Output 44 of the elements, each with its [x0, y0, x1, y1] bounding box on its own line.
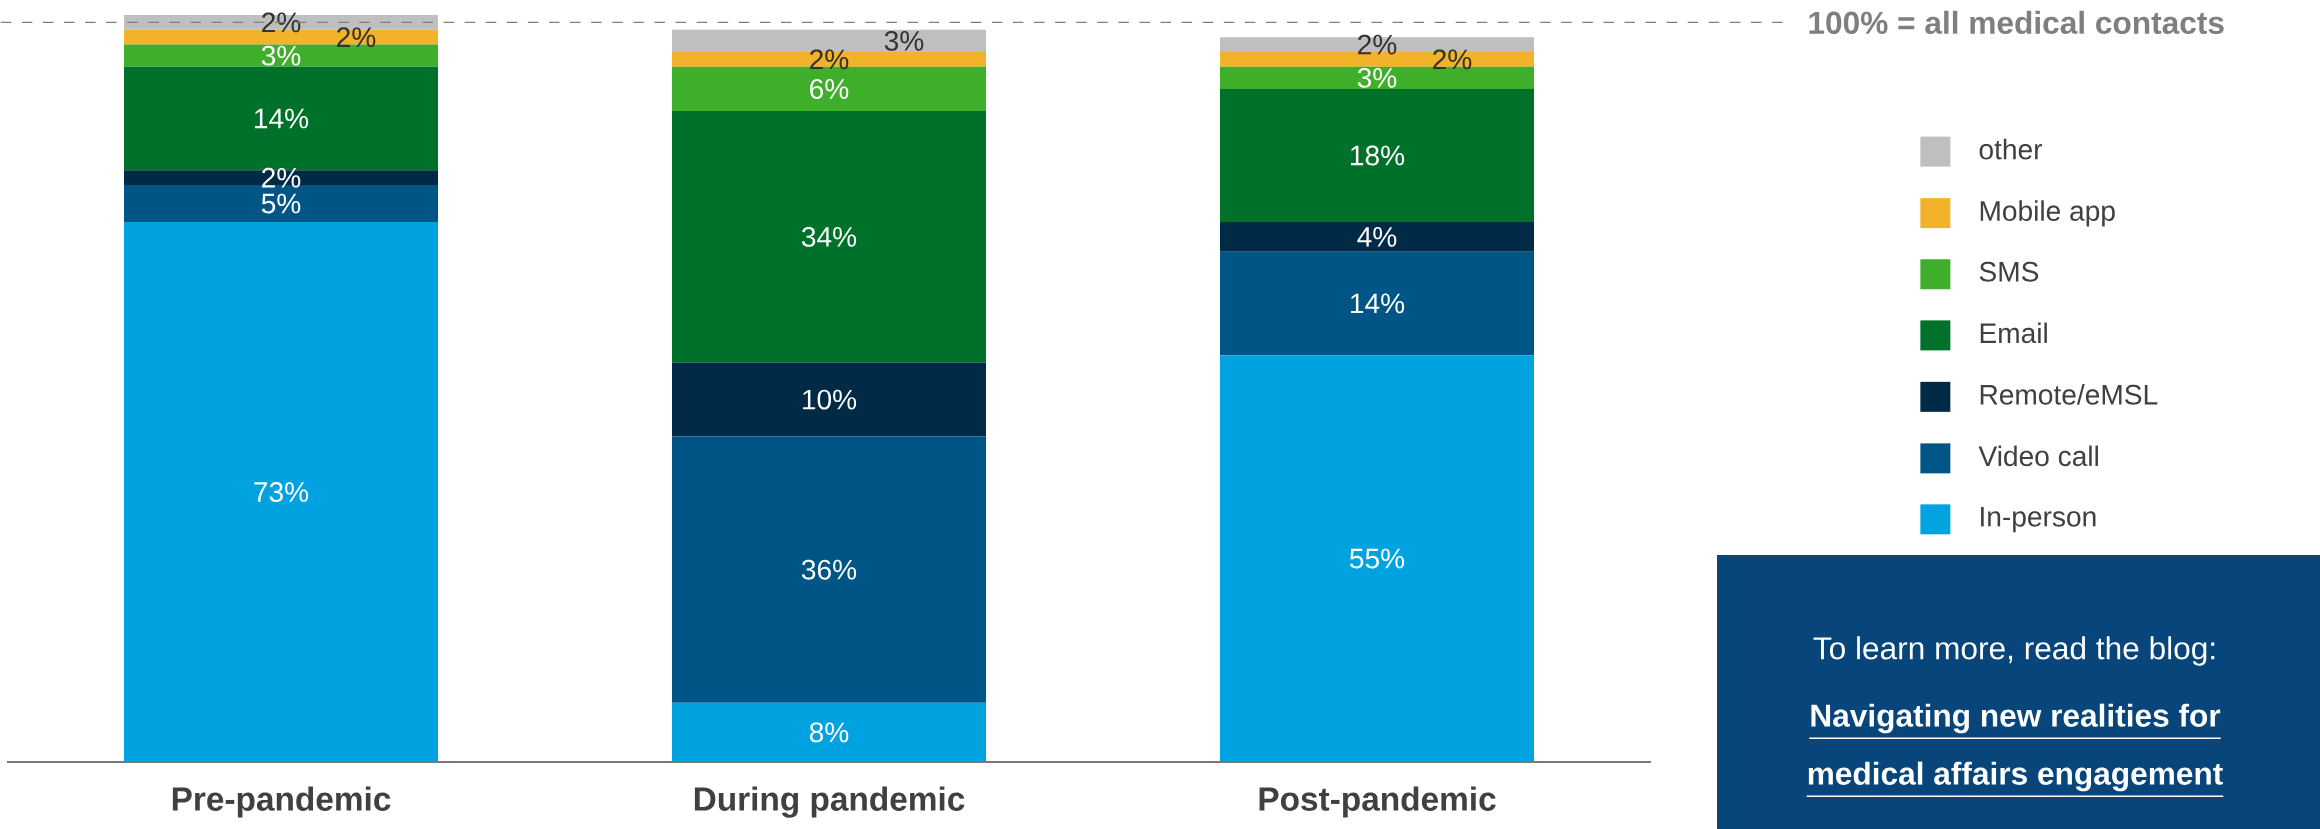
data-label: 5% [261, 193, 301, 214]
data-label: 2% [262, 12, 301, 33]
data-label: 4% [1357, 227, 1397, 247]
data-label: 73% [254, 482, 309, 502]
data-label: 34% [801, 226, 857, 247]
data-label: 8% [809, 722, 849, 743]
bar [1220, 355, 1535, 762]
data-label: 55% [1349, 548, 1405, 569]
data-label: 2% [810, 49, 849, 70]
data-label: 2% [262, 167, 301, 188]
data-label: 14% [255, 108, 309, 129]
text: Navigating new realities for [1811, 703, 2221, 734]
legend-label: Email [1980, 322, 2047, 344]
text: medical affairs engagement [1808, 761, 2223, 792]
data-label: 3% [1357, 67, 1397, 88]
data-label: 10% [803, 389, 857, 410]
data-label: 2% [1433, 49, 1472, 70]
data-label: 14% [1351, 293, 1405, 314]
data-label: 36% [801, 559, 857, 580]
legend-label: Video call [1978, 445, 2098, 467]
ref-line-label: 100% = all medical contacts [1809, 10, 2224, 35]
x-tick-label: Pre-pandemic [172, 786, 391, 818]
text: To learn more, read the blog: [1813, 636, 2215, 666]
legend-label: other [1979, 138, 2043, 160]
bar [124, 222, 439, 762]
legend-label: Mobile app [1980, 200, 2115, 227]
x-tick-label: During pandemic [694, 786, 965, 818]
data-label: 6% [810, 79, 849, 99]
data-label: 18% [1351, 145, 1405, 166]
bar [1220, 251, 1535, 356]
legend-label: Remote/eMSL [1980, 384, 2158, 405]
bar [672, 702, 987, 762]
data-label: 3% [261, 45, 301, 66]
bar [672, 436, 987, 703]
bar [1220, 88, 1535, 223]
legend-label: SMS [1979, 261, 2039, 282]
bar [672, 362, 987, 437]
x-tick-label: Post-pandemic [1259, 786, 1496, 818]
data-label: 2% [1358, 34, 1397, 55]
bar [1220, 222, 1535, 252]
legend-label: In-person [1981, 507, 2096, 533]
data-label: 3% [884, 30, 924, 51]
data-label: 2% [337, 27, 376, 48]
bar [672, 111, 987, 363]
